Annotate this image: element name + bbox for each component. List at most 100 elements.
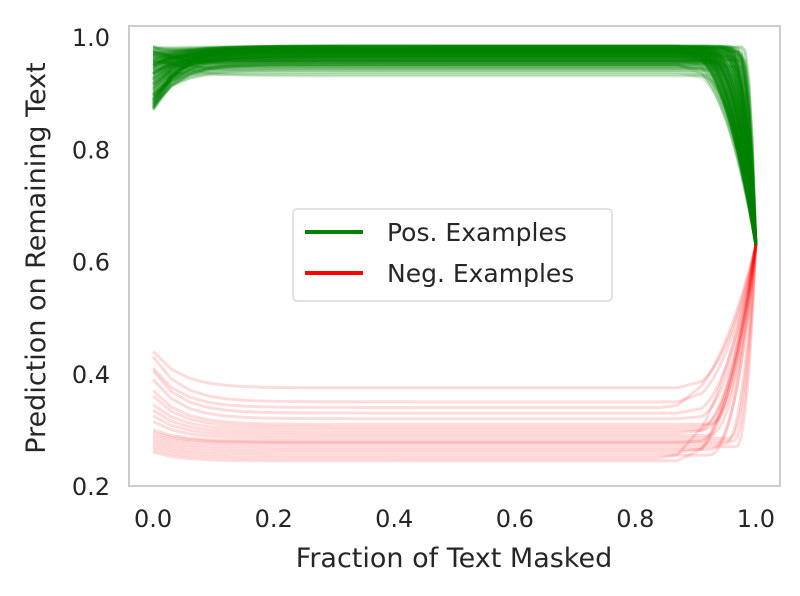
pos-example-line [153, 48, 758, 246]
pos-example-line [152, 44, 758, 245]
pos-example-line [151, 52, 758, 245]
neg-example-line [152, 244, 758, 457]
pos-example-line [153, 44, 758, 246]
pos-example-line [152, 50, 758, 245]
x-tick-label-0: 0.0 [134, 505, 172, 533]
pos-example-line [152, 59, 758, 245]
pos-example-line [152, 60, 758, 245]
pos-example-line [152, 45, 758, 245]
pos-example-line [152, 45, 758, 245]
pos-example-line [152, 52, 758, 245]
pos-example-line [151, 47, 758, 245]
pos-example-line [152, 58, 758, 245]
pos-example-line [152, 55, 758, 246]
neg-example-line [152, 244, 758, 463]
pos-example-line [152, 46, 758, 246]
pos-example-line [152, 51, 758, 246]
pos-example-line [151, 48, 758, 246]
pos-example-line [152, 46, 758, 245]
y-tick-labels: 0.2 0.4 0.6 0.8 1.0 [72, 24, 110, 501]
pos-example-line [152, 48, 758, 245]
pos-example-line [152, 48, 758, 245]
pos-example-line [152, 45, 758, 245]
plot-frame [128, 25, 781, 487]
x-tick-labels: 0.0 0.2 0.4 0.6 0.8 1.0 [134, 505, 775, 533]
pos-example-line [153, 49, 758, 245]
pos-example-line [152, 63, 758, 246]
pos-example-line [152, 57, 758, 245]
pos-example-line [152, 65, 758, 245]
neg-example-line [152, 244, 758, 449]
neg-example-line [151, 244, 758, 404]
neg-example-line [152, 244, 758, 454]
pos-example-line [152, 60, 758, 245]
pos-example-line [152, 63, 758, 245]
pos-example-line [151, 50, 758, 245]
pos-example-line [151, 44, 758, 246]
pos-example-line [152, 63, 758, 246]
pos-example-line [153, 49, 758, 245]
pos-example-line [151, 45, 758, 245]
pos-example-line [152, 45, 758, 245]
neg-example-line [152, 244, 758, 437]
pos-example-line [152, 53, 758, 245]
pos-example-line [151, 56, 758, 246]
pos-example-line [151, 56, 758, 246]
pos-example-line [151, 45, 758, 246]
pos-example-line [151, 44, 758, 246]
pos-example-line [152, 51, 758, 246]
pos-example-line [152, 52, 758, 245]
pos-example-line [152, 45, 758, 245]
pos-example-line [152, 46, 758, 246]
pos-example-line [153, 52, 758, 245]
neg-example-line [152, 244, 758, 426]
pos-example-line [152, 51, 758, 245]
pos-example-line [151, 45, 758, 245]
pos-example-line [152, 44, 758, 245]
pos-example-line [152, 60, 758, 246]
pos-example-line [152, 44, 758, 246]
pos-example-line [152, 53, 758, 246]
pos-example-line [152, 51, 758, 245]
pos-example-line [151, 50, 758, 245]
pos-example-line [152, 49, 758, 245]
pos-example-line [152, 45, 758, 245]
pos-example-line [152, 68, 758, 246]
pos-example-line [152, 59, 758, 245]
pos-example-line [151, 61, 758, 246]
pos-example-line [152, 53, 758, 245]
pos-example-line [151, 53, 758, 245]
pos-example-line [152, 46, 758, 245]
pos-example-line [151, 55, 758, 245]
pos-example-line [152, 49, 758, 246]
pos-example-line [153, 46, 758, 245]
pos-example-line [152, 45, 758, 245]
pos-example-line [151, 60, 758, 245]
neg-example-line [152, 244, 758, 440]
pos-example-line [151, 49, 758, 245]
pos-example-line [152, 52, 758, 245]
pos-example-line [152, 56, 758, 245]
pos-example-line [152, 55, 758, 245]
pos-example-line [152, 49, 758, 245]
pos-example-line [152, 58, 758, 245]
pos-example-line [152, 46, 758, 245]
pos-example-line [152, 56, 758, 245]
pos-example-line [151, 46, 758, 245]
pos-example-line [152, 45, 758, 245]
pos-example-line [152, 44, 758, 246]
pos-example-line [152, 51, 758, 245]
pos-example-line [152, 46, 758, 245]
pos-example-line [152, 69, 758, 245]
pos-example-line [152, 54, 758, 245]
pos-example-line [152, 59, 758, 246]
pos-example-line [152, 58, 758, 245]
pos-example-line [152, 71, 758, 246]
pos-example-line [152, 47, 758, 246]
pos-example-line [151, 44, 758, 245]
neg-example-line [152, 244, 758, 460]
pos-example-line [152, 51, 758, 245]
x-tick-label-4: 0.8 [616, 505, 654, 533]
pos-example-line [152, 58, 758, 245]
pos-example-line [151, 47, 758, 245]
